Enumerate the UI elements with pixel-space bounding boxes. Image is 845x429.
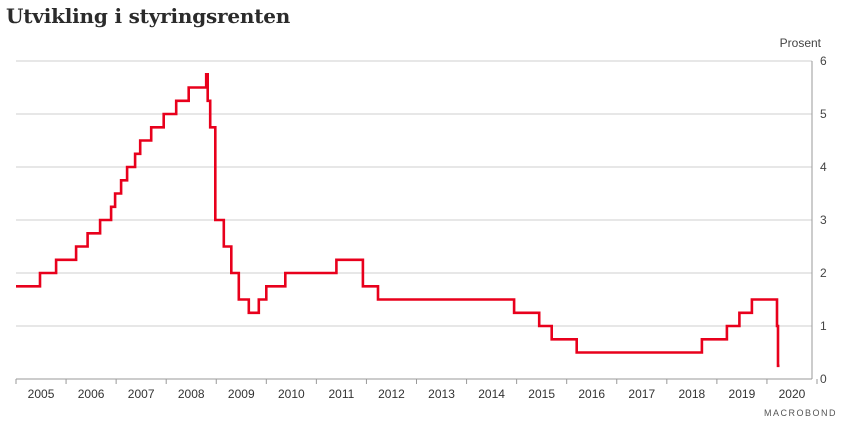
y-tick-label: 4 — [820, 160, 827, 174]
x-tick-label: 2011 — [329, 387, 355, 401]
x-tick-label: 2015 — [528, 387, 555, 401]
source-logo-text: MACROBOND — [763, 408, 837, 418]
x-tick-label: 2005 — [28, 387, 55, 401]
y-tick-label: 3 — [820, 213, 827, 227]
chart-title: Utvikling i styringsrenten — [6, 4, 291, 28]
policy-rate-series-line — [16, 73, 780, 368]
y-tick-label: 6 — [820, 54, 827, 68]
x-tick-label: 2017 — [628, 387, 655, 401]
x-tick-label: 2019 — [729, 387, 756, 401]
x-tick-label: 2013 — [428, 387, 455, 401]
x-tick-label: 2018 — [678, 387, 705, 401]
y-axis-unit-label: Prosent — [779, 36, 821, 50]
x-tick-label: 2009 — [228, 387, 255, 401]
x-tick-label: 2016 — [578, 387, 605, 401]
y-tick-label: 0 — [820, 372, 827, 386]
x-tick-label: 2012 — [378, 387, 405, 401]
x-tick-label: 2014 — [478, 387, 505, 401]
x-tick-label: 2007 — [128, 387, 155, 401]
y-tick-label: 2 — [820, 266, 827, 280]
y-tick-label: 5 — [820, 107, 827, 121]
x-tick-label: 2008 — [178, 387, 205, 401]
x-tick-label: 2006 — [78, 387, 105, 401]
x-tick-label: 2020 — [779, 387, 806, 401]
y-tick-label: 1 — [820, 319, 827, 333]
x-tick-label: 2010 — [278, 387, 305, 401]
